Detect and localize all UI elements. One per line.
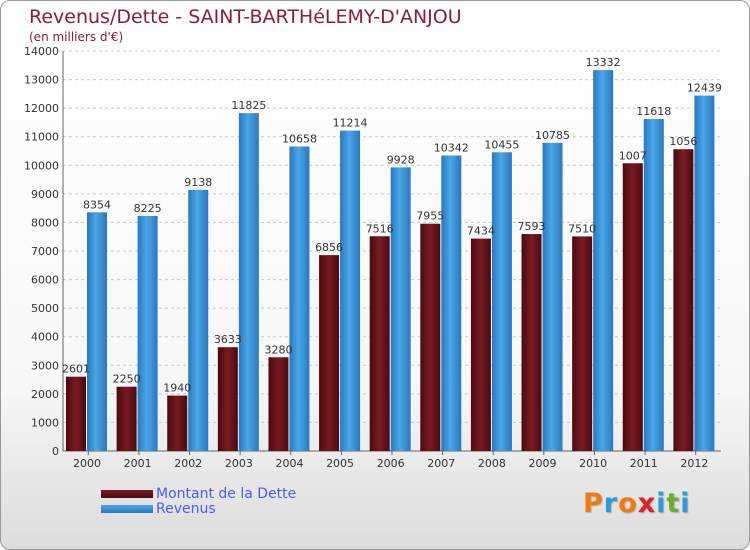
data-label-revenus: 9928 — [387, 153, 415, 166]
legend-swatch-dette — [101, 490, 153, 498]
logo-letter: r — [603, 488, 619, 519]
data-label-revenus: 10785 — [535, 129, 570, 142]
x-tick-label: 2006 — [377, 457, 405, 470]
y-tick-label: 2000 — [31, 388, 59, 401]
y-tick-label: 8000 — [31, 216, 59, 229]
bar-revenus — [643, 119, 664, 452]
data-label-dette: 7593 — [518, 220, 546, 233]
data-label-dette: 3633 — [214, 333, 242, 346]
logo-letter: P — [583, 488, 604, 519]
legend-label-dette: Montant de la Dette — [156, 486, 297, 502]
data-label-dette: 7434 — [467, 225, 495, 238]
data-label-dette: 1940 — [163, 382, 191, 395]
bar-dette — [470, 238, 491, 451]
x-tick-label: 2007 — [427, 457, 455, 470]
bar-revenus — [87, 212, 107, 451]
bar-dette — [167, 395, 188, 451]
x-tick-label: 2012 — [680, 457, 708, 470]
x-tick-label: 2005 — [326, 457, 354, 470]
data-label-revenus: 12439 — [687, 82, 722, 95]
data-label-revenus: 11825 — [231, 99, 266, 112]
x-tick-label: 2002 — [174, 457, 202, 470]
x-tick-label: 2009 — [529, 457, 557, 470]
bar-dette — [622, 163, 643, 451]
data-label-revenus: 10342 — [434, 142, 469, 155]
y-tick-label: 14000 — [24, 45, 59, 58]
data-label-dette: 3280 — [264, 343, 292, 356]
y-tick-label: 13000 — [24, 74, 59, 87]
y-tick-label: 6000 — [31, 274, 59, 287]
legend-swatch-revenus — [101, 505, 153, 513]
logo-letter: i — [680, 488, 691, 519]
data-label-revenus: 10658 — [282, 132, 317, 145]
y-tick-label: 10000 — [24, 159, 59, 172]
data-label-revenus: 8354 — [83, 198, 111, 211]
x-tick-label: 2000 — [73, 457, 101, 470]
bar-dette — [116, 386, 137, 451]
x-tick-label: 2010 — [579, 457, 607, 470]
x-tick-label: 2004 — [275, 457, 303, 470]
data-label-dette: 6856 — [315, 241, 343, 254]
chart-title: Revenus/Dette - SAINT-BARTHéLEMY-D'ANJOU — [29, 6, 462, 28]
logo-letter: o — [618, 488, 638, 519]
y-tick-label: 11000 — [24, 131, 59, 144]
bar-dette — [673, 149, 694, 451]
data-label-revenus: 8225 — [134, 202, 162, 215]
bar-revenus — [593, 70, 614, 451]
chart-subtitle: (en milliers d'€) — [29, 30, 124, 44]
x-tick-label: 2008 — [478, 457, 506, 470]
bar-revenus — [238, 113, 259, 452]
data-label-revenus: 11214 — [333, 117, 368, 130]
bar-dette — [319, 255, 340, 451]
data-label-dette: 2250 — [113, 373, 141, 386]
bar-dette — [572, 236, 593, 451]
y-tick-label: 4000 — [31, 331, 59, 344]
logo-letter: x — [637, 488, 657, 519]
x-tick-label: 2011 — [630, 457, 658, 470]
bar-revenus — [289, 146, 310, 451]
bar-revenus — [694, 95, 715, 451]
y-tick-label: 7000 — [31, 245, 59, 258]
bar-dette — [268, 357, 289, 451]
bar-revenus — [390, 167, 411, 452]
data-label-revenus: 13332 — [586, 56, 621, 69]
data-label-dette: 7510 — [568, 222, 596, 235]
y-tick-label: 1000 — [31, 416, 59, 429]
bar-revenus — [340, 130, 361, 451]
data-label-dette: 1007 — [619, 149, 647, 162]
data-label-dette: 2601 — [62, 363, 90, 376]
proxiti-logo: Proxiti — [583, 488, 691, 519]
data-label-revenus: 11618 — [636, 105, 671, 118]
bar-revenus — [188, 189, 209, 451]
y-tick-label: 5000 — [31, 302, 59, 315]
data-label-revenus: 10455 — [484, 138, 519, 151]
data-label-dette: 1056 — [669, 135, 697, 148]
data-label-dette: 7516 — [366, 222, 394, 235]
y-tick-label: 9000 — [31, 188, 59, 201]
bar-revenus — [441, 155, 462, 451]
bar-dette — [217, 347, 238, 451]
bar-dette — [66, 376, 86, 451]
logo-letter: i — [656, 488, 667, 519]
bar-revenus — [491, 152, 512, 452]
bar-revenus — [542, 142, 563, 451]
y-tick-label: 0 — [52, 445, 59, 458]
y-tick-label: 3000 — [31, 359, 59, 372]
bar-dette — [420, 223, 441, 451]
data-label-dette: 7955 — [416, 210, 444, 223]
bar-dette — [369, 236, 390, 451]
bar-dette — [521, 234, 542, 451]
bar-revenus — [137, 216, 158, 451]
y-tick-label: 12000 — [24, 102, 59, 115]
data-label-revenus: 9138 — [184, 176, 212, 189]
x-tick-label: 2001 — [124, 457, 152, 470]
legend-label-revenus: Revenus — [156, 501, 216, 517]
logo-letter: t — [666, 488, 681, 519]
x-tick-label: 2003 — [225, 457, 253, 470]
